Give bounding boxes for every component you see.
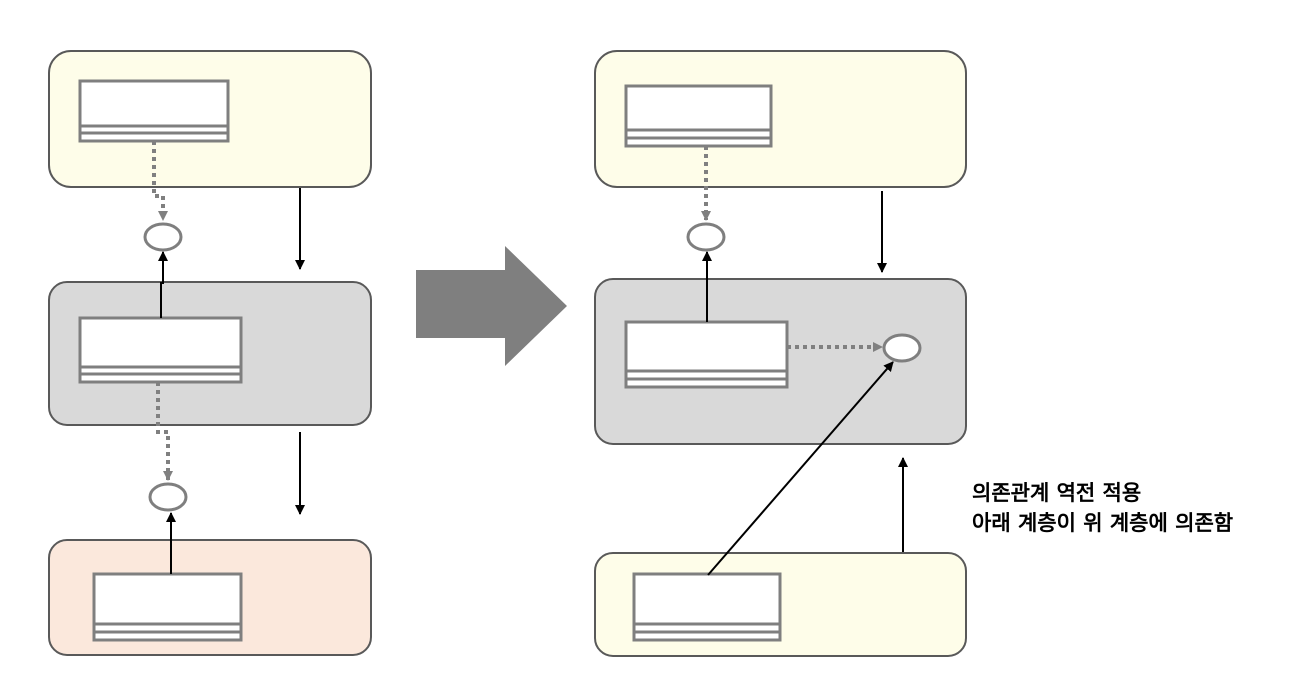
before-diagram xyxy=(48,50,372,656)
caption-line-2: 아래 계층이 위 계층에 의존함 xyxy=(972,511,1234,535)
dependency-inversion-caption: 의존관계 역전 적용 아래 계층이 위 계층에 의존함 xyxy=(972,478,1233,538)
right-bottom-uses-arrow xyxy=(707,361,894,576)
right-bottom-component xyxy=(632,572,782,642)
left-bottom-component xyxy=(92,572,243,642)
right-upper-interface-icon xyxy=(686,222,726,252)
left-lower-interface-icon xyxy=(148,482,188,512)
left-middle-component xyxy=(78,316,243,384)
right-middle-interface-icon xyxy=(882,333,922,363)
right-arrow-icon xyxy=(416,246,567,366)
left-middle-uses-arrow xyxy=(158,251,168,318)
caption-line-1: 의존관계 역전 적용 xyxy=(972,481,1142,505)
left-middle-implements-arrow xyxy=(156,382,173,481)
right-top-component xyxy=(624,84,773,148)
left-upper-interface-icon xyxy=(143,222,183,252)
left-top-component xyxy=(78,79,230,143)
left-top-implements-arrow xyxy=(152,141,168,221)
after-diagram xyxy=(594,50,967,657)
right-middle-component xyxy=(624,320,789,389)
